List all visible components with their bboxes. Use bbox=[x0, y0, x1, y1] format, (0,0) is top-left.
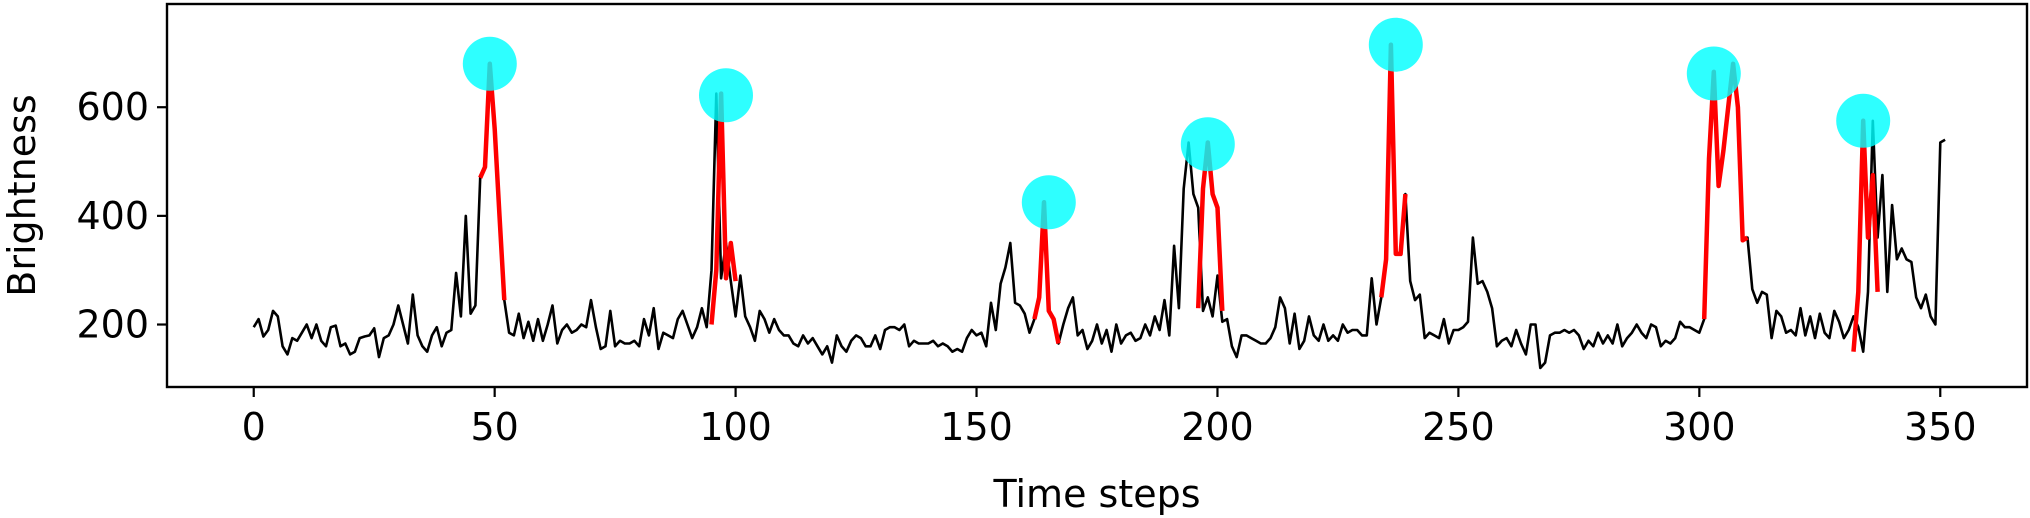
event-segment-2 bbox=[709, 91, 738, 325]
x-tick-label-300: 300 bbox=[1663, 405, 1736, 449]
x-tick-label-250: 250 bbox=[1422, 405, 1495, 449]
y-tick-label-200: 200 bbox=[76, 303, 149, 347]
peak-marker-4 bbox=[1180, 117, 1235, 172]
signal-line bbox=[252, 43, 1946, 370]
plot-frame bbox=[165, 2, 2029, 389]
x-tick-label-50: 50 bbox=[470, 405, 518, 449]
peak-marker-5 bbox=[1368, 17, 1423, 72]
x-tick-label-100: 100 bbox=[699, 405, 772, 449]
event-segment-1 bbox=[478, 61, 507, 301]
peak-marker-1 bbox=[462, 36, 517, 91]
event-segment-5 bbox=[1379, 42, 1408, 298]
x-axis-title: Time steps bbox=[992, 472, 1200, 516]
x-tick-label-0: 0 bbox=[242, 405, 266, 449]
x-tick-label-150: 150 bbox=[940, 405, 1013, 449]
peak-marker-3 bbox=[1021, 175, 1076, 230]
peak-marker-2 bbox=[699, 68, 753, 123]
event-segment-6 bbox=[1701, 61, 1749, 320]
peak-marker-6 bbox=[1686, 46, 1741, 101]
peak-marker-7 bbox=[1836, 93, 1891, 148]
x-tick-label-350: 350 bbox=[1904, 405, 1977, 449]
x-tick-label-200: 200 bbox=[1181, 405, 1254, 449]
plot-content bbox=[252, 17, 1946, 370]
event-segment-7 bbox=[1851, 118, 1880, 352]
event-segment-3 bbox=[1032, 200, 1061, 344]
y-axis: 200 400 600 bbox=[76, 85, 167, 347]
y-tick-label-400: 400 bbox=[76, 194, 149, 238]
y-tick-label-600: 600 bbox=[76, 85, 149, 129]
x-axis: 0 50 100 150 200 250 300 350 bbox=[242, 387, 1977, 449]
y-axis-title: Brightness bbox=[0, 94, 44, 296]
